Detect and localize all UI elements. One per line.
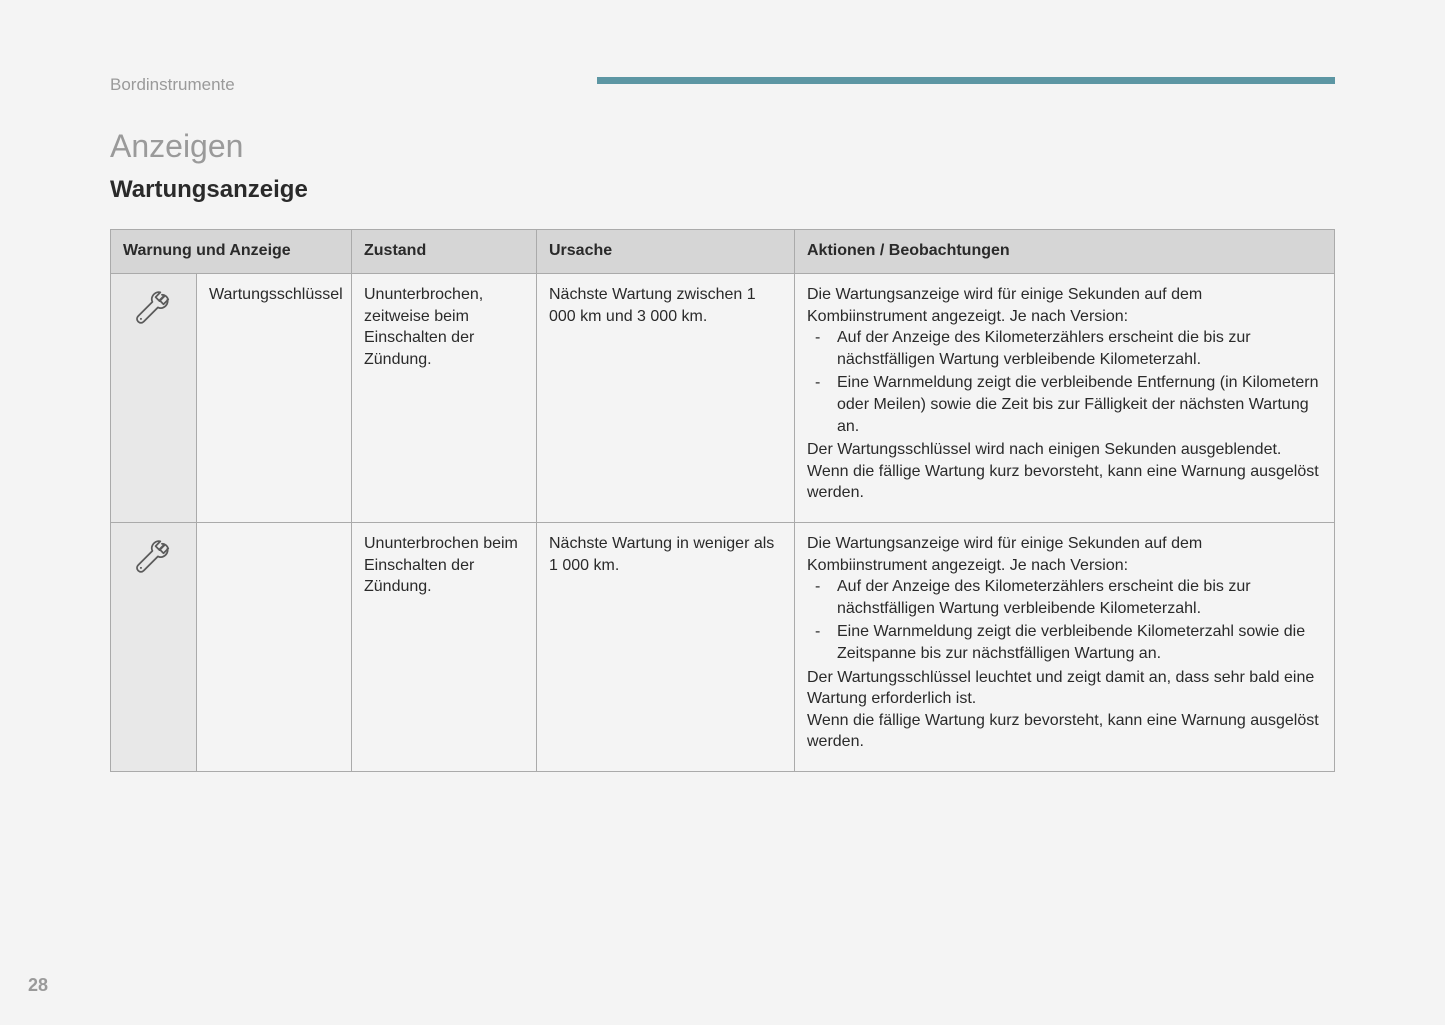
manual-page: Bordinstrumente Anzeigen Wartungsanzeige… — [0, 0, 1445, 1025]
warning-label — [197, 523, 352, 772]
actions-cell: Die Wartungsanzeige wird für einige Seku… — [795, 274, 1335, 523]
col-header-cause: Ursache — [537, 229, 795, 274]
warning-label: Wartungsschlüssel — [197, 274, 352, 523]
table-row: Ununterbrochen beim Einschalten der Zünd… — [111, 523, 1335, 772]
col-header-actions: Aktionen / Beobachtungen — [795, 229, 1335, 274]
actions-list: Auf der Anzeige des Kilometerzählers ers… — [807, 576, 1322, 664]
cause-text: Nächste Wartung in weniger als 1 000 km. — [537, 523, 795, 772]
actions-intro: Die Wartungsanzeige wird für einige Seku… — [807, 533, 1322, 576]
actions-intro: Die Wartungsanzeige wird für einige Seku… — [807, 284, 1322, 327]
actions-cell: Die Wartungsanzeige wird für einige Seku… — [795, 523, 1335, 772]
header-rule — [597, 77, 1335, 84]
maintenance-table: Warnung und Anzeige Zustand Ursache Akti… — [110, 229, 1335, 772]
table-row: Wartungsschlüssel Ununterbrochen, zeitwe… — [111, 274, 1335, 523]
list-item: Eine Warnmeldung zeigt die verbleibende … — [807, 621, 1322, 664]
wrench-icon — [135, 290, 173, 328]
page-subtitle: Wartungsanzeige — [110, 174, 1335, 206]
state-text: Ununterbrochen beim Einschalten der Zünd… — [352, 523, 537, 772]
page-number: 28 — [28, 973, 48, 997]
icon-cell — [111, 523, 197, 772]
col-header-warning: Warnung und Anzeige — [111, 229, 352, 274]
actions-outro: Wenn die fällige Wartung kurz bevorsteht… — [807, 461, 1322, 504]
icon-cell — [111, 274, 197, 523]
cause-text: Nächste Wartung zwischen 1 000 km und 3 … — [537, 274, 795, 523]
table-header-row: Warnung und Anzeige Zustand Ursache Akti… — [111, 229, 1335, 274]
list-item: Auf der Anzeige des Kilometerzählers ers… — [807, 327, 1322, 370]
wrench-icon — [135, 539, 173, 577]
list-item: Eine Warnmeldung zeigt die verbleibende … — [807, 372, 1322, 437]
actions-outro: Der Wartungsschlüssel wird nach einigen … — [807, 439, 1322, 461]
actions-list: Auf der Anzeige des Kilometerzählers ers… — [807, 327, 1322, 437]
state-text: Ununterbrochen, zeitweise beim Einschalt… — [352, 274, 537, 523]
col-header-state: Zustand — [352, 229, 537, 274]
actions-outro: Wenn die fällige Wartung kurz bevorsteht… — [807, 710, 1322, 753]
list-item: Auf der Anzeige des Kilometerzählers ers… — [807, 576, 1322, 619]
page-title: Anzeigen — [110, 125, 1335, 168]
actions-outro: Der Wartungsschlüssel leuchtet und zeigt… — [807, 667, 1322, 710]
